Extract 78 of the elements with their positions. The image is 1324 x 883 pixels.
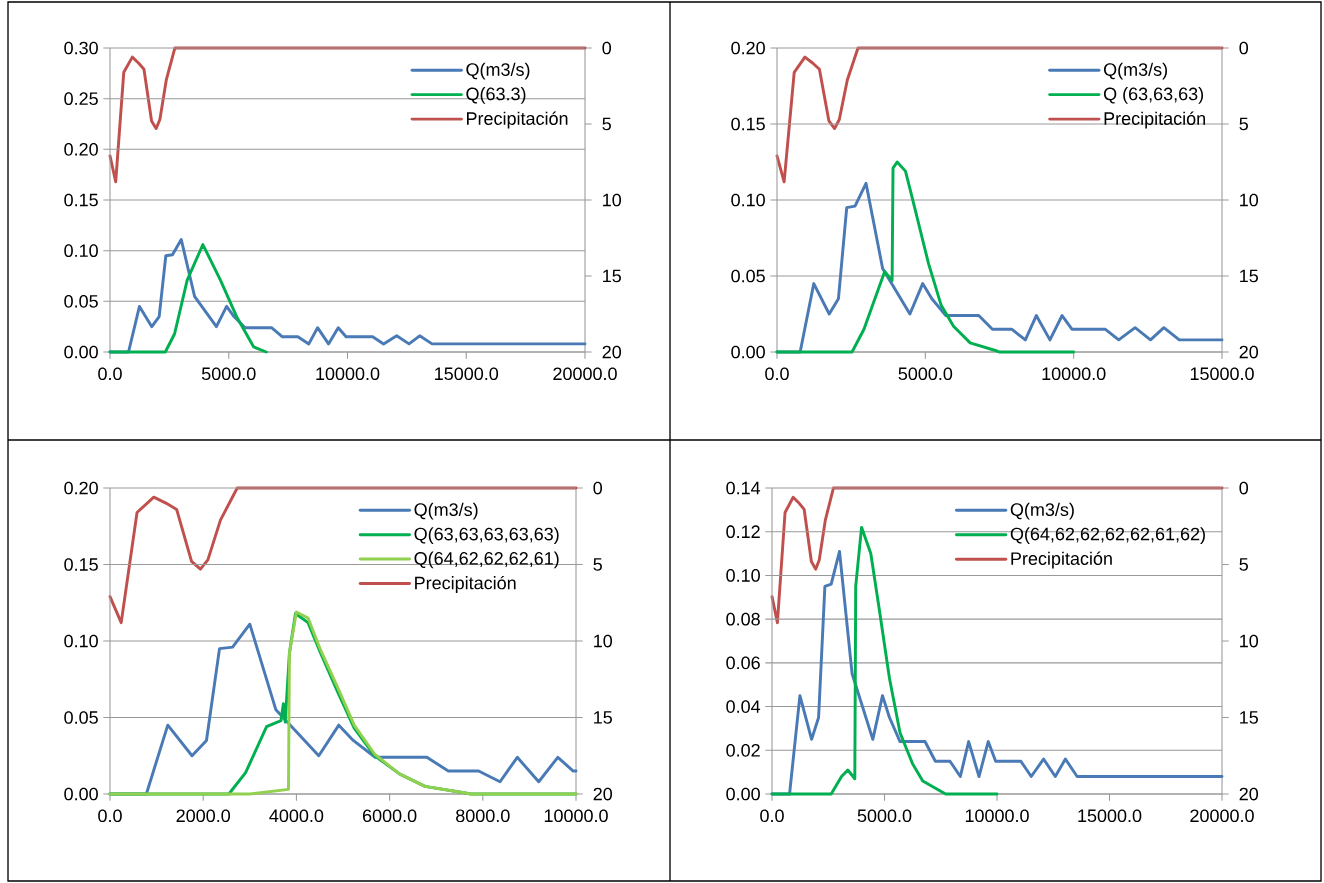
x-tick-label: 5000.0 <box>857 809 912 823</box>
y-tick-label: 0.02 <box>726 743 760 757</box>
x-tick-label: 4000.0 <box>269 809 324 823</box>
y2-tick-label: 0 <box>1239 41 1249 55</box>
y2-tick-label: 5 <box>593 558 602 571</box>
y2-tick-label: 5 <box>602 117 611 131</box>
legend-label: Q(64,62,62,62,61) <box>414 551 559 569</box>
y-tick-label: 0.20 <box>64 481 98 495</box>
x-tick-label: 0.0 <box>98 809 122 823</box>
legend-label: Q(m3/s) <box>1010 502 1074 520</box>
legend-label: Precipitación <box>1104 111 1205 129</box>
legend-label: Q(m3/s) <box>1103 62 1167 80</box>
y2-tick-label: 15 <box>1240 269 1258 283</box>
y-tick-label: 0.04 <box>726 700 761 713</box>
y2-tick-label: 20 <box>602 345 622 359</box>
y2-tick-label: 0 <box>602 41 612 55</box>
y2-tick-label: 5 <box>1239 558 1248 571</box>
y-tick-label: 0.14 <box>726 481 761 495</box>
x-tick-label: 20000.0 <box>553 367 617 381</box>
y2-tick-label: 10 <box>1240 193 1259 207</box>
y-tick-label: 0.00 <box>64 345 98 359</box>
legend-label: Q(64,62,62,62,62,61,62) <box>1010 527 1205 544</box>
x-tick-label: 8000.0 <box>456 809 510 823</box>
y-tick-label: 0.15 <box>64 558 98 571</box>
y2-tick-label: 20 <box>1239 345 1259 359</box>
legend-label: Q (63,63,63) <box>1103 87 1204 104</box>
x-tick-label: 5000.0 <box>898 367 953 381</box>
x-tick-label: 6000.0 <box>363 809 417 823</box>
y-tick-label: 0.00 <box>64 787 98 801</box>
y-tick-label: 0.05 <box>64 294 98 308</box>
x-tick-label: 20000.0 <box>1190 809 1254 823</box>
y2-tick-label: 15 <box>1240 711 1258 724</box>
legend-label: Precipitación <box>1011 551 1112 569</box>
y-tick-label: 0.05 <box>64 711 98 724</box>
x-tick-label: 15000.0 <box>1190 367 1254 381</box>
legend-label: Q(63,63,63,63,63) <box>414 527 559 544</box>
y-tick-label: 0.10 <box>726 569 760 582</box>
y-tick-label: 0.25 <box>64 92 98 106</box>
y-tick-label: 0.08 <box>726 612 760 626</box>
y2-tick-label: 20 <box>593 787 613 801</box>
y-tick-label: 0.12 <box>726 525 760 539</box>
y2-tick-label: 10 <box>1240 634 1259 648</box>
y2-tick-label: 15 <box>603 269 621 283</box>
y-tick-label: 0.15 <box>64 193 98 207</box>
x-tick-label: 2000.0 <box>176 809 231 823</box>
legend-label: Q(63.3) <box>466 87 526 104</box>
y-tick-label: 0.30 <box>64 41 98 55</box>
y2-tick-label: 0 <box>593 481 603 495</box>
x-tick-label: 10000.0 <box>965 809 1029 823</box>
y-tick-label: 0.10 <box>64 244 98 258</box>
x-tick-label: 10000.0 <box>1042 367 1106 381</box>
y2-tick-label: 20 <box>1239 787 1259 801</box>
y-tick-label: 0.05 <box>731 269 765 283</box>
y-tick-label: 0.20 <box>731 41 765 55</box>
legend-label: Q(m3/s) <box>466 62 530 80</box>
x-tick-label: 15000.0 <box>1078 809 1142 823</box>
x-tick-label: 10000.0 <box>544 809 608 823</box>
x-tick-label: 0.0 <box>765 367 789 381</box>
legend-label: Q(m3/s) <box>414 502 478 520</box>
y2-tick-label: 15 <box>594 711 612 724</box>
y-tick-label: 0.10 <box>64 634 98 648</box>
y-tick-label: 0.20 <box>64 142 98 156</box>
legend-label: Precipitación <box>415 575 516 593</box>
x-tick-label: 10000.0 <box>316 367 380 381</box>
y-tick-label: 0.06 <box>726 656 760 670</box>
y-tick-label: 0.10 <box>731 193 765 207</box>
x-tick-label: 15000.0 <box>435 367 499 381</box>
y2-tick-label: 10 <box>603 193 622 207</box>
y2-tick-label: 10 <box>594 634 613 648</box>
y-tick-label: 0.15 <box>731 117 765 131</box>
y2-tick-label: 0 <box>1239 481 1249 495</box>
x-tick-label: 0.0 <box>98 367 122 381</box>
x-tick-label: 5000.0 <box>201 367 256 381</box>
legend-label: Precipitación <box>467 111 568 129</box>
y-tick-label: 0.00 <box>731 345 765 359</box>
x-tick-label: 0.0 <box>760 809 784 823</box>
y2-tick-label: 5 <box>1239 117 1248 131</box>
y-tick-label: 0.00 <box>726 787 760 801</box>
